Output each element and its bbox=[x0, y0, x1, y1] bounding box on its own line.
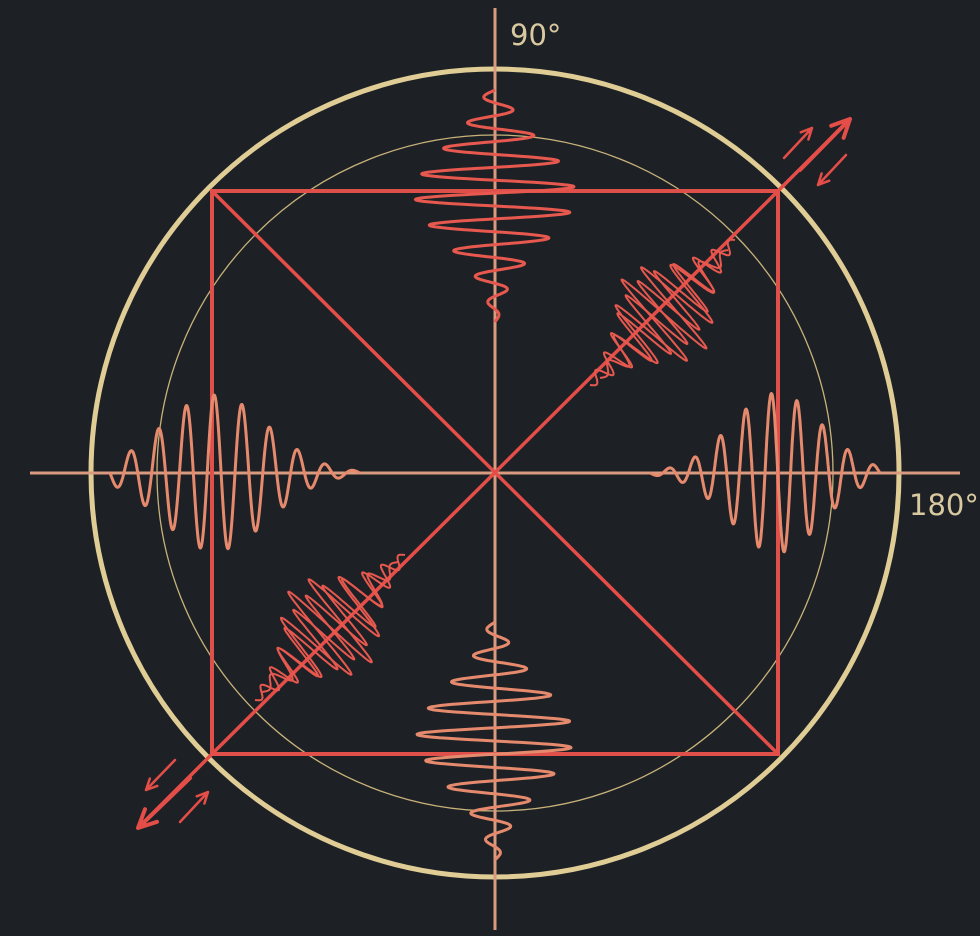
arrow-sw-outward bbox=[144, 758, 177, 792]
arrow-ne-main bbox=[798, 117, 852, 172]
wave-top bbox=[413, 88, 576, 323]
arrow-sw-main bbox=[136, 776, 192, 830]
angle-label-180: 180° bbox=[909, 488, 979, 522]
wave-ne-b bbox=[599, 249, 729, 379]
arrow-ne-inward bbox=[816, 153, 848, 187]
wave-bottom bbox=[415, 620, 573, 861]
angle-label-90: 90° bbox=[510, 18, 562, 52]
wave-sw-b bbox=[261, 561, 399, 693]
arrows-ne bbox=[782, 117, 852, 187]
arrows-sw bbox=[136, 758, 210, 830]
arrow-ne-outward bbox=[782, 126, 814, 160]
wave-left bbox=[108, 393, 361, 551]
arrow-sw-inward bbox=[178, 790, 210, 824]
wave-right bbox=[649, 392, 882, 554]
